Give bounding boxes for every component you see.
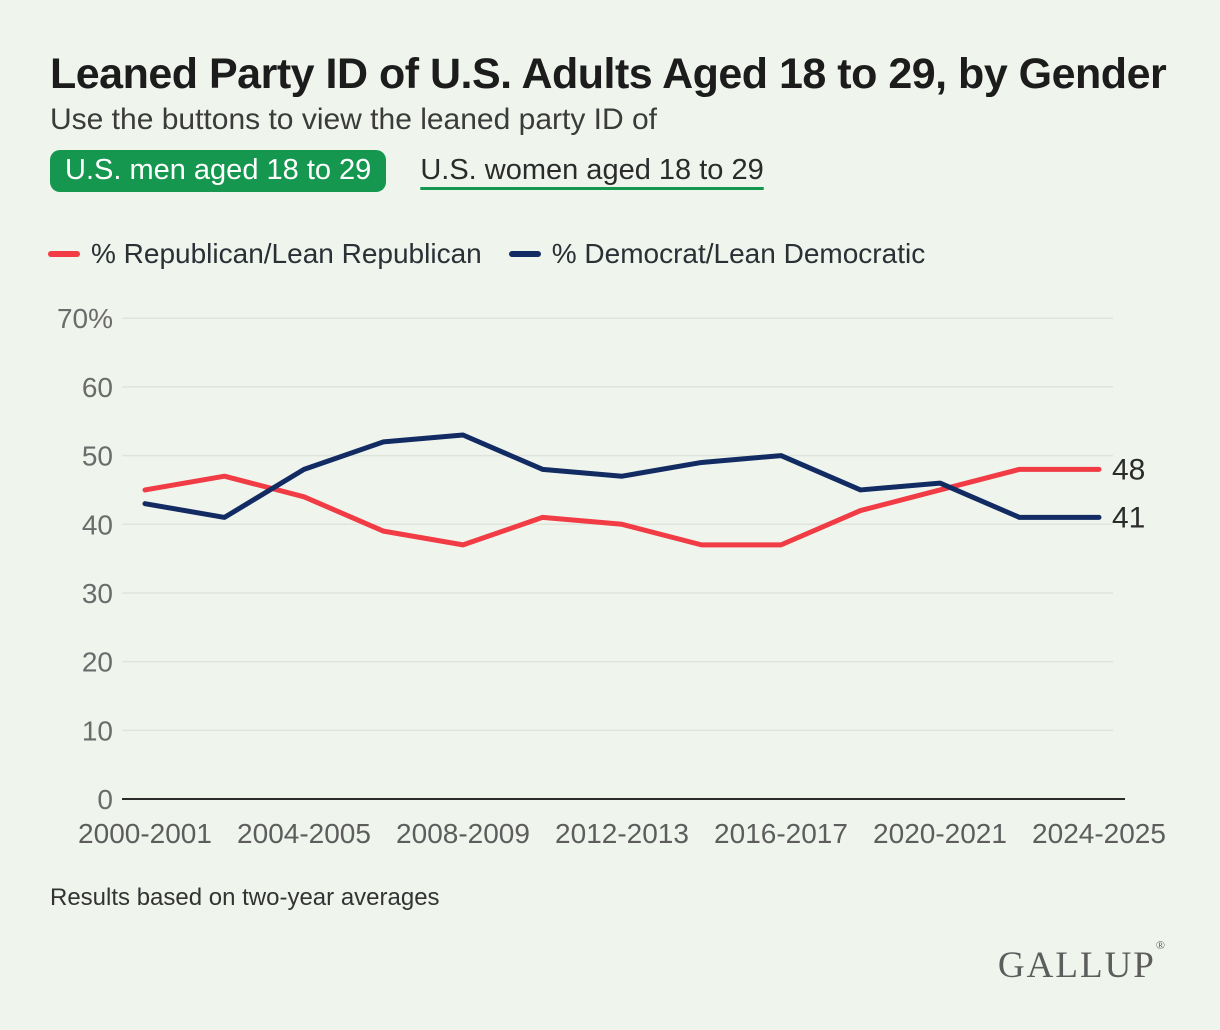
- x-tick-label: 2008-2009: [396, 818, 530, 849]
- y-tick-label: 40: [82, 509, 113, 540]
- x-tick-label: 2012-2013: [555, 818, 689, 849]
- y-tick-label: 0: [97, 784, 113, 815]
- series-end-label: 48: [1112, 453, 1145, 486]
- gallup-wordmark: GALLUP: [997, 945, 1156, 986]
- x-tick-label: 2024-2025: [1032, 818, 1166, 849]
- chart-legend: % Republican/Lean Republican % Democrat/…: [48, 236, 925, 271]
- democrat-line-swatch-icon: [508, 250, 541, 257]
- y-tick-label: 50: [82, 441, 113, 472]
- series-line: [142, 432, 1102, 520]
- republican-line-swatch-icon: [48, 250, 80, 257]
- x-tick-label: 2020-2021: [873, 818, 1007, 849]
- page-subtitle: Use the buttons to view the leaned party…: [50, 103, 658, 136]
- legend-label-democrat: % Democrat/Lean Democratic: [551, 237, 926, 269]
- women-toggle-button[interactable]: U.S. women aged 18 to 29: [420, 150, 763, 192]
- legend-item-democrat: % Democrat/Lean Democratic: [508, 236, 926, 271]
- page-title: Leaned Party ID of U.S. Adults Aged 18 t…: [50, 50, 1167, 98]
- registered-trademark: ®: [1155, 938, 1165, 952]
- series-end-label: 41: [1112, 501, 1145, 534]
- y-tick-label: 10: [82, 715, 113, 746]
- x-tick-label: 2004-2005: [237, 818, 371, 849]
- y-tick-label: 30: [82, 578, 113, 609]
- y-tick-label: 60: [82, 372, 113, 403]
- series-line: [142, 466, 1102, 548]
- legend-label-republican: % Republican/Lean Republican: [91, 237, 482, 269]
- y-tick-label: 20: [82, 647, 113, 678]
- gallup-logo: GALLUP®: [998, 938, 1165, 987]
- results-note: Results based on two-year averages: [50, 884, 440, 911]
- men-toggle-button[interactable]: U.S. men aged 18 to 29: [50, 150, 387, 193]
- y-tick-label: 70%: [57, 303, 113, 334]
- x-tick-label: 2016-2017: [714, 818, 848, 849]
- x-tick-label: 2000-2001: [78, 818, 212, 849]
- legend-item-republican: % Republican/Lean Republican: [48, 236, 482, 271]
- view-toggle-group: U.S. men aged 18 to 29 U.S. women aged 1…: [50, 150, 764, 193]
